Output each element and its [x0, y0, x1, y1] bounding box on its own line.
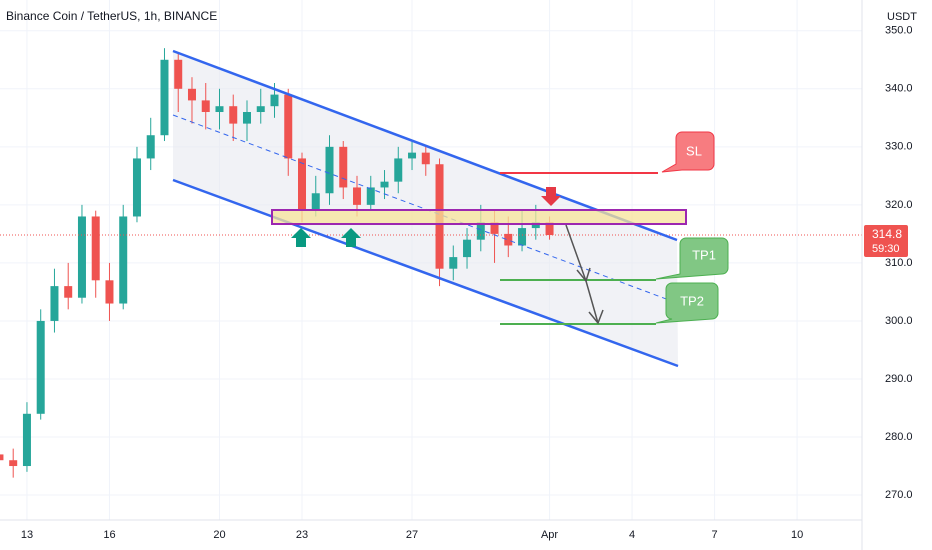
- x-tick-label: 16: [103, 529, 115, 541]
- chart-title: Binance Coin / TetherUS, 1h, BINANCE: [6, 9, 217, 23]
- candle-body: [394, 158, 403, 182]
- candle-body: [242, 112, 251, 124]
- x-tick-label: 20: [213, 529, 225, 541]
- candle-body: [545, 222, 554, 236]
- candle-body: [449, 257, 458, 269]
- y-tick-label: 280.0: [885, 431, 913, 443]
- candle-body: [174, 59, 183, 89]
- x-tick-label: 23: [296, 529, 308, 541]
- candle-body: [366, 187, 375, 205]
- last-price-box: [864, 225, 908, 258]
- candle-body: [531, 222, 540, 229]
- sl-label-box: [661, 131, 715, 173]
- candle-body: [187, 88, 196, 101]
- zone: [271, 209, 687, 225]
- y-tick-label: 290.0: [885, 373, 913, 385]
- down-arrow: [541, 187, 561, 206]
- candle-body: [132, 158, 141, 217]
- y-axis-label: USDT: [887, 11, 917, 23]
- candle-body: [325, 146, 334, 194]
- x-tick-label: 4: [629, 529, 635, 541]
- candle-body: [421, 152, 430, 165]
- countdown-label: 59:30: [872, 243, 900, 255]
- candle-body: [146, 135, 155, 159]
- candle-body: [160, 59, 169, 136]
- y-tick-label: 320.0: [885, 199, 913, 211]
- candle-body: [215, 106, 224, 113]
- x-tick-label: 10: [791, 529, 803, 541]
- sl-label: SL: [686, 143, 702, 158]
- x-tick-label: 7: [712, 529, 718, 541]
- candle-body: [284, 94, 293, 159]
- axes: 270.0 280.0 290.0 300.0 310.0 320.0 330.0 340.0…: [21, 25, 913, 541]
- tp1-label-box: [655, 237, 729, 280]
- y-tick-label: 270.0: [885, 489, 913, 501]
- candle-body: [490, 222, 499, 234]
- y-tick-label: 330.0: [885, 141, 913, 153]
- candle-body: [380, 181, 389, 188]
- candle-body: [298, 158, 307, 211]
- candle-body: [339, 146, 348, 188]
- candle-body: [0, 454, 4, 461]
- arrow-head: [588, 309, 604, 325]
- candle-body: [50, 286, 59, 321]
- candle-body: [518, 228, 527, 246]
- tp1-label: TP1: [692, 247, 716, 262]
- candle-body: [504, 233, 513, 246]
- y-tick-label: 300.0: [885, 315, 913, 327]
- x-tick-label: Apr: [541, 529, 558, 541]
- arrow-head: [576, 267, 591, 283]
- candle-body: [311, 193, 320, 211]
- candle-body: [463, 239, 472, 258]
- y-tick-label: 310.0: [885, 257, 913, 269]
- x-tick-label: 27: [406, 529, 418, 541]
- x-tick-label: 13: [21, 529, 33, 541]
- candle-body: [201, 100, 210, 113]
- tp2-label-box: [655, 282, 719, 324]
- y-tick-label: 350.0: [885, 25, 913, 37]
- channel-fill: [173, 51, 678, 366]
- candle-body: [36, 320, 45, 414]
- candle-body: [9, 460, 18, 467]
- candle-body: [77, 216, 86, 298]
- candle-body: [22, 413, 31, 467]
- channel-upper: [172, 49, 678, 242]
- last-price-label: 314.8: [872, 227, 902, 241]
- candle-body: [476, 222, 485, 240]
- candle-body: [229, 106, 238, 124]
- candle-body: [408, 152, 417, 159]
- up-arrow: [341, 228, 361, 247]
- channel-lower: [172, 178, 679, 368]
- candle-body: [64, 286, 73, 298]
- candle-body: [256, 106, 265, 113]
- candle-body: [105, 280, 114, 304]
- candle-body: [119, 216, 128, 304]
- up-arrow: [291, 228, 311, 247]
- candle-body: [353, 187, 362, 205]
- y-tick-label: 340.0: [885, 83, 913, 95]
- tp2-label: TP2: [680, 293, 704, 308]
- candle-body: [270, 94, 279, 107]
- candle-body: [91, 216, 100, 281]
